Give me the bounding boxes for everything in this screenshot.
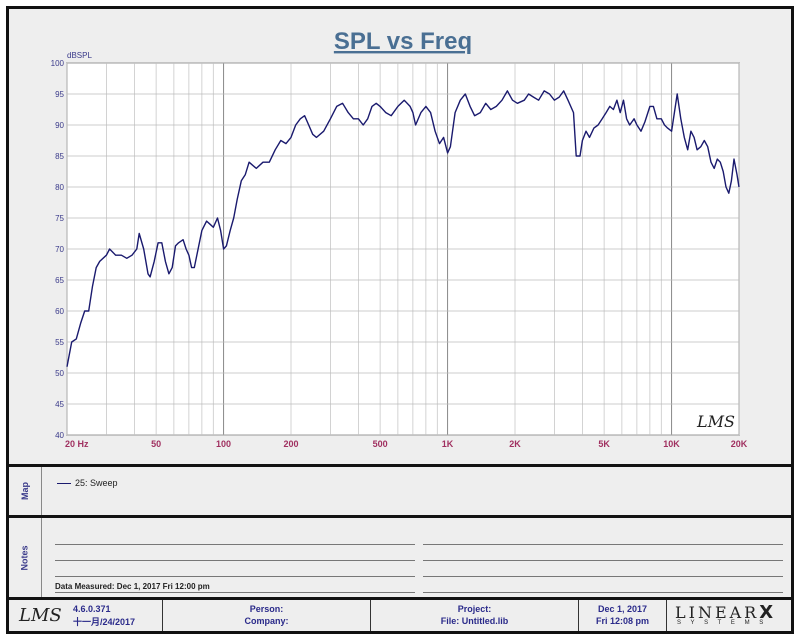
y-tick-label: 85 <box>55 152 64 161</box>
y-tick-label: 75 <box>55 214 64 223</box>
legend-swatch <box>57 482 71 484</box>
note-line <box>55 544 415 545</box>
time-text: Fri 12:08 pm <box>595 616 650 626</box>
note-line <box>423 592 783 593</box>
footer: LMS 4.6.0.371 十一月/24/2017 Person: Compan… <box>9 600 791 631</box>
legend-entry-text: 25: Sweep <box>75 478 118 488</box>
y-tick-label: 60 <box>55 307 64 316</box>
x-tick-label: 100 <box>216 439 231 449</box>
divider <box>9 515 791 518</box>
note-line <box>55 576 415 577</box>
footer-version-cell: LMS 4.6.0.371 十一月/24/2017 <box>9 600 163 631</box>
y-tick-label: 90 <box>55 121 64 130</box>
y-tick-label: 65 <box>55 276 64 285</box>
y-tick-label: 80 <box>55 183 64 192</box>
y-tick-label: 100 <box>51 59 65 68</box>
note-line <box>423 544 783 545</box>
notes-side-label: Notes <box>9 518 41 597</box>
x-tick-label: 200 <box>283 439 298 449</box>
chart-panel: SPL vs Freq dBSPL 100 95 90 85 80 75 70 65 60 55 5… <box>9 9 791 464</box>
notes-label-text: Notes <box>19 544 30 571</box>
note-line <box>55 592 415 593</box>
footer-brand-cell: LINEARX S Y S T E M S <box>667 600 791 631</box>
y-tick-label: 55 <box>55 338 64 347</box>
x-tick-label: 1K <box>442 439 454 449</box>
footer-person-cell: Person: Company: <box>163 600 371 631</box>
file-label: File: Untitled.lib <box>440 616 509 626</box>
linearx-logo: LINEARX <box>675 602 776 623</box>
spl-chart: SPL vs Freq dBSPL 100 95 90 85 80 75 70 65 60 55 5… <box>51 28 748 449</box>
version-date-text: 十一月/24/2017 <box>73 617 136 627</box>
company-label: Company: <box>244 616 289 626</box>
x-tick-label: 10K <box>663 439 680 449</box>
footer-project-cell: Project: File: Untitled.lib <box>371 600 579 631</box>
footer-date-cell: Dec 1, 2017 Fri 12:08 pm <box>579 600 667 631</box>
lms-watermark: LMS <box>696 412 735 431</box>
y-tick-label: 45 <box>55 400 64 409</box>
y-tick-label: 50 <box>55 369 64 378</box>
person-label: Person: <box>249 604 284 614</box>
notes-separator <box>41 518 42 597</box>
note-line <box>423 560 783 561</box>
x-tick-label: 500 <box>373 439 388 449</box>
x-tick-label: 50 <box>151 439 161 449</box>
x-tick-label: 20 Hz <box>65 439 89 449</box>
project-label: Project: <box>457 604 492 614</box>
divider <box>9 597 791 600</box>
divider <box>9 464 791 467</box>
brand-main: LINEAR <box>675 603 760 622</box>
notes-panel: Notes Data Measured: Dec 1, 2017 Fri 12:… <box>9 518 791 597</box>
map-side-label: Map <box>9 467 41 515</box>
chart-title: SPL vs Freq <box>334 28 472 55</box>
y-tick-label: 95 <box>55 90 64 99</box>
x-tick-label: 20K <box>731 439 748 449</box>
note-line <box>55 560 415 561</box>
map-separator <box>41 467 42 515</box>
version-text: 4.6.0.371 <box>73 604 111 614</box>
brand-x: X <box>759 602 777 623</box>
legend-entry: 25: Sweep <box>57 478 118 488</box>
series-line-sweep <box>66 90 740 367</box>
map-label-text: Map <box>20 482 30 500</box>
report-frame: SPL vs Freq dBSPL 100 95 90 85 80 75 70 65 60 55 5… <box>6 6 794 634</box>
note-line <box>423 576 783 577</box>
date-text: Dec 1, 2017 <box>597 604 648 614</box>
footer-lms-logo: LMS <box>19 605 62 626</box>
x-tick-label: 5K <box>598 439 610 449</box>
brand-sub: S Y S T E M S <box>677 620 768 626</box>
legend-panel: Map 25: Sweep <box>9 467 791 515</box>
y-tick-label: 70 <box>55 245 64 254</box>
data-measured-text: Data Measured: Dec 1, 2017 Fri 12:00 pm <box>55 582 210 591</box>
x-tick-label: 2K <box>509 439 521 449</box>
grid <box>66 62 740 436</box>
y-axis-label: dBSPL <box>67 51 92 60</box>
y-tick-label: 40 <box>55 431 64 440</box>
